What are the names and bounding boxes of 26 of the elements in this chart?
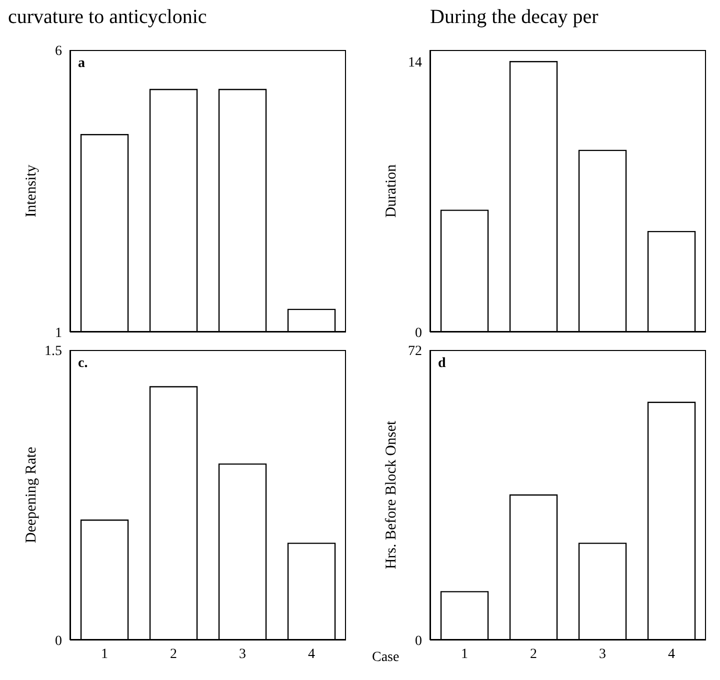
x-tick-label: 3 — [599, 646, 606, 662]
y-axis-title: Deepening Rate — [23, 446, 40, 544]
y-tick-label: 0 — [415, 634, 422, 649]
x-tick-label: 1 — [101, 646, 108, 662]
y-tick-label: 0 — [55, 634, 62, 649]
chart-title: During the decay per — [430, 6, 598, 29]
x-tick-label: 1 — [461, 646, 468, 662]
x-tick-label: 4 — [668, 646, 675, 662]
y-tick-label: 0 — [415, 326, 422, 341]
annotation: c. — [78, 356, 88, 372]
annotation: d — [438, 356, 446, 372]
x-axis-title: Case — [372, 650, 400, 666]
chart-title: curvature to anticyclonic — [8, 6, 207, 29]
x-tick-label: 2 — [530, 646, 537, 662]
y-tick-label: 1 — [55, 326, 62, 341]
annotation: a — [78, 56, 85, 72]
x-tick-label: 4 — [308, 646, 315, 662]
x-tick-label: 3 — [239, 646, 246, 662]
y-axis-title: Intensity — [23, 164, 40, 218]
y-tick-label: 14 — [408, 56, 422, 71]
y-tick-label: 1.5 — [44, 344, 62, 359]
y-tick-label: 72 — [408, 344, 422, 359]
y-axis-title: Hrs. Before Block Onset — [383, 420, 400, 570]
y-tick-label: 6 — [55, 44, 62, 59]
y-axis-title: Duration — [383, 164, 400, 218]
x-tick-label: 2 — [170, 646, 177, 662]
